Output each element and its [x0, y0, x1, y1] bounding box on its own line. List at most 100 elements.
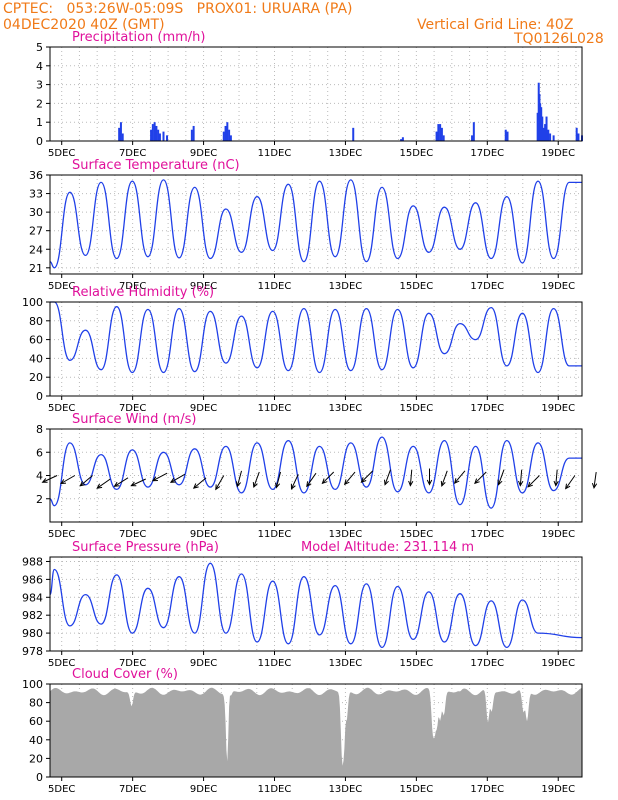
header-grid-note: Vertical Grid Line: 40Z: [417, 17, 574, 33]
wind-arrow-head: [275, 482, 281, 489]
series-line: [50, 301, 582, 374]
header-location: CPTEC: 053:26W-05:09S PROX01: URUARA (PA…: [3, 1, 353, 17]
wind-arrow: [96, 478, 111, 489]
precip-bar: [506, 131, 509, 141]
wind-arrow-head: [553, 480, 559, 487]
y-tick-label: 1: [36, 116, 43, 129]
wind-arrow: [409, 469, 413, 486]
x-tick-label: 7DEC: [119, 784, 146, 795]
y-tick-label: 980: [22, 627, 43, 640]
wind-arrow-head: [426, 479, 433, 486]
x-tick-label: 9DEC: [190, 281, 217, 292]
wind-arrow: [384, 469, 391, 485]
x-tick-label: 15DEC: [400, 403, 434, 414]
precip-bar: [440, 127, 443, 141]
wind-arrow: [275, 471, 282, 488]
wind-arrow: [114, 477, 129, 487]
x-tick-label: 5DEC: [48, 148, 75, 159]
wind-arrow: [527, 475, 540, 488]
precip-bar: [549, 133, 552, 141]
y-tick-label: 0: [36, 135, 43, 148]
series-line: [49, 436, 583, 509]
wind-arrow-head: [113, 481, 120, 487]
y-tick-label: 982: [22, 609, 43, 622]
wind-arrow: [306, 472, 317, 487]
x-tick-label: 7DEC: [119, 529, 146, 540]
y-tick-label: 2: [36, 493, 43, 506]
precip-bar: [119, 122, 122, 141]
wind-arrow: [60, 475, 76, 484]
x-tick-label: 17DEC: [470, 403, 504, 414]
x-tick-label: 5DEC: [48, 784, 75, 795]
x-tick-label: 7DEC: [119, 281, 146, 292]
precip-bar: [228, 129, 231, 141]
precip-bar: [540, 107, 543, 141]
panel-title: Surface Pressure (hPa): [72, 540, 219, 555]
wind-arrow-head: [192, 483, 199, 489]
precip-bar: [577, 133, 580, 141]
x-tick-label: 17DEC: [470, 658, 504, 669]
y-tick-label: 988: [22, 555, 43, 568]
y-tick-label: 978: [22, 645, 43, 658]
precip-bar: [504, 129, 507, 141]
precip-bar: [192, 125, 195, 141]
wind-arrow-head: [408, 480, 414, 487]
y-tick-label: 3: [36, 79, 43, 92]
wind-arrow-head: [59, 479, 67, 485]
wind-arrow-head: [235, 481, 241, 488]
x-tick-label: 9DEC: [190, 148, 217, 159]
wind-arrow: [291, 474, 299, 490]
wind-arrow: [152, 472, 168, 482]
x-tick-label: 19DEC: [541, 403, 575, 414]
precip-bar: [153, 122, 156, 141]
precip-bar: [158, 133, 161, 141]
panel-frame: [49, 301, 583, 397]
panel-frame: [49, 556, 583, 652]
precip-bar: [229, 135, 232, 141]
wind-arrow: [236, 470, 243, 487]
y-tick-label: 21: [29, 262, 43, 275]
x-tick-label: 5DEC: [48, 529, 75, 540]
wind-arrow-head: [343, 479, 350, 486]
wind-arrow: [474, 471, 487, 484]
wind-arrow-head: [41, 478, 48, 483]
y-tick-label: 986: [22, 573, 43, 586]
x-tick-label: 17DEC: [470, 784, 504, 795]
wind-arrow: [79, 475, 93, 487]
precip-bar: [544, 124, 547, 141]
wind-arrow: [253, 471, 260, 488]
panel-title: Surface Wind (m/s): [72, 412, 196, 427]
wind-arrow-head: [527, 481, 533, 488]
precip-bar: [224, 125, 227, 141]
precip-bar: [226, 122, 229, 141]
wind-arrow: [555, 469, 558, 486]
x-tick-label: 15DEC: [400, 784, 434, 795]
x-tick-label: 13DEC: [329, 658, 363, 669]
precip-bar: [471, 135, 474, 141]
x-tick-label: 19DEC: [541, 784, 575, 795]
wind-arrow: [322, 471, 335, 484]
precip-bar: [222, 131, 225, 141]
precip-bar: [401, 137, 404, 141]
series-line: [49, 179, 582, 269]
y-tick-label: 40: [29, 352, 43, 365]
x-tick-label: 15DEC: [400, 148, 434, 159]
x-tick-label: 15DEC: [400, 281, 434, 292]
precip-bar: [400, 139, 403, 141]
precip-bar: [547, 129, 550, 141]
x-tick-label: 7DEC: [119, 403, 146, 414]
y-tick-label: 40: [29, 734, 43, 747]
wind-arrow-head: [252, 482, 258, 489]
wind-arrow-head: [591, 482, 598, 490]
y-tick-label: 4: [36, 60, 43, 73]
wind-arrow-head: [565, 483, 571, 490]
x-tick-label: 17DEC: [470, 529, 504, 540]
y-tick-label: 27: [29, 225, 43, 238]
wind-arrow-head: [474, 478, 480, 485]
wind-arrow: [131, 478, 146, 487]
precip-bar: [539, 103, 542, 141]
panel-title: Cloud Cover (%): [72, 667, 178, 682]
y-tick-label: 100: [22, 678, 43, 691]
precip-bar: [190, 129, 193, 141]
wind-arrow: [441, 470, 448, 487]
